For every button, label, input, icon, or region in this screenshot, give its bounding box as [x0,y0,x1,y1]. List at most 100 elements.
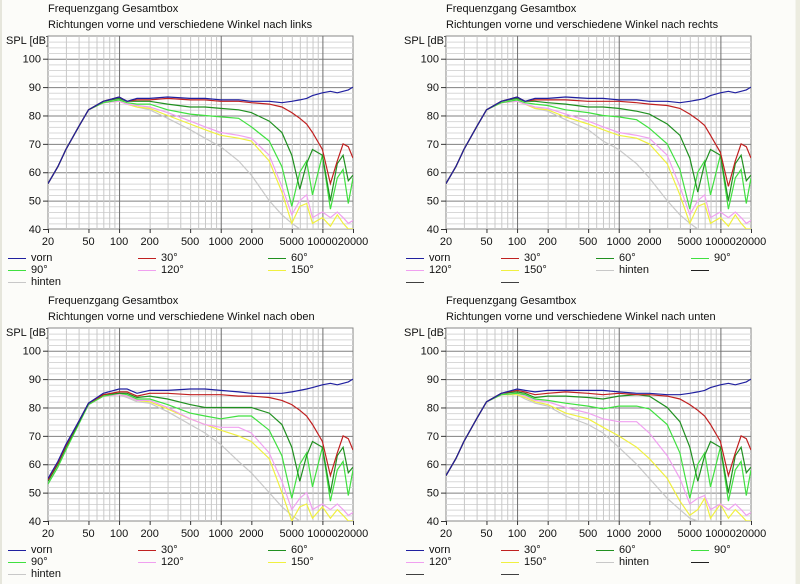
y-axis-label: SPL [dB] [6,327,50,339]
x-tick-label: 1000 [606,528,630,540]
x-tick-label: 50 [480,528,492,540]
legend-label: vorn [31,544,53,556]
legend-item: 90° [691,544,731,556]
legend-item: 30° [138,544,178,556]
y-tick-label: 40 [427,224,439,236]
legend-swatch [406,561,424,563]
plot-area: 40 50 60 70 80 90 100 20 50 100 200 500 1000 2000 5000… [421,35,767,248]
legend-label: hinten [31,276,61,288]
legend-label: 120° [429,556,452,568]
x-tick-label: 500 [181,236,199,248]
x-tick-label: 10000 [705,528,736,540]
legend-label: hinten [31,568,61,580]
legend-swatch [8,561,26,563]
x-tick-label: 200 [538,236,556,248]
y-tick-label: 80 [29,110,41,122]
legend-swatch [406,549,424,551]
x-tick-label: 20000 [736,236,767,248]
legend-swatch [596,561,614,563]
legend-item: hinten [596,264,649,276]
y-tick-label: 100 [421,54,439,66]
legend-swatch [268,257,286,259]
legend-label: 120° [161,556,184,568]
series-line-vorn [446,86,751,184]
y-tick-label: 80 [427,110,439,122]
x-tick-label: 5000 [678,528,702,540]
y-tick-label: 60 [29,167,41,179]
y-tick-label: 40 [29,516,41,528]
legend-item: 60° [268,544,308,556]
x-tick-label: 20000 [338,528,369,540]
legend-item: 150° [268,264,314,276]
legend-swatch [138,561,156,563]
y-tick-label: 70 [427,431,439,443]
x-tick-label: 200 [538,528,556,540]
legend-item: 120° [406,556,452,568]
y-tick-label: 100 [23,54,41,66]
y-tick-label: 90 [29,82,41,94]
legend-item: 150° [268,556,314,568]
x-tick-label: 100 [508,528,526,540]
x-tick-label: 20000 [338,236,369,248]
legend-swatch [501,561,519,563]
legend-label: 30° [524,544,541,556]
legend-item: 30° [138,252,178,264]
legend-label: 90° [714,544,731,556]
legend-label: 60° [291,252,308,264]
series-line-vorn [48,378,353,479]
x-tick-label: 500 [579,528,597,540]
legend-label: 30° [524,252,541,264]
legend-item [691,264,714,276]
chart-title: Frequenzgang Gesamtbox [446,295,577,307]
y-axis-label: SPL [dB] [404,327,448,339]
y-tick-label: 90 [427,374,439,386]
x-tick-label: 2000 [239,236,263,248]
series-line-90deg [48,99,353,210]
legend-label: vorn [429,252,451,264]
legend-item: 120° [138,556,184,568]
y-tick-label: 50 [29,488,41,500]
legend-item: 60° [596,544,636,556]
legend-swatch [501,269,519,271]
y-tick-label: 40 [427,516,439,528]
legend-label: hinten [619,264,649,276]
window-scrollbar-edge[interactable] [795,0,800,584]
x-tick-label: 20 [440,236,452,248]
legend-swatch [501,257,519,259]
x-tick-label: 500 [579,236,597,248]
legend-label: 150° [524,264,547,276]
x-tick-label: 50 [82,528,94,540]
legend-swatch [596,257,614,259]
legend-swatch [268,269,286,271]
y-tick-label: 60 [427,167,439,179]
y-tick-label: 50 [427,196,439,208]
legend-label: 60° [619,252,636,264]
legend-item: vorn [8,252,52,264]
y-tick-label: 50 [427,488,439,500]
y-tick-label: 80 [427,402,439,414]
legend-label: 60° [291,544,308,556]
x-tick-label: 2000 [637,236,661,248]
legend-label: 30° [161,252,178,264]
x-tick-label: 20 [42,528,54,540]
legend-item [406,276,429,288]
legend-swatch [406,573,424,575]
legend-label: hinten [619,556,649,568]
legend-swatch [268,561,286,563]
chart-subtitle: Richtungen vorne und verschiedene Winkel… [446,19,719,31]
legend-label: 90° [31,264,48,276]
legend-item: 150° [501,556,547,568]
legend-swatch [138,549,156,551]
y-tick-label: 100 [23,346,41,358]
series-line-vorn [446,378,751,476]
x-tick-label: 500 [181,528,199,540]
chart-subtitle: Richtungen vorne und verschiedene Winkel… [48,311,315,323]
series-line-vorn [48,86,353,184]
legend-item: vorn [406,252,450,264]
series-line-90deg [446,392,751,502]
legend-swatch [691,269,709,271]
legend-swatch [501,549,519,551]
legend-swatch [268,549,286,551]
y-tick-label: 50 [29,196,41,208]
legend-item: 120° [138,264,184,276]
